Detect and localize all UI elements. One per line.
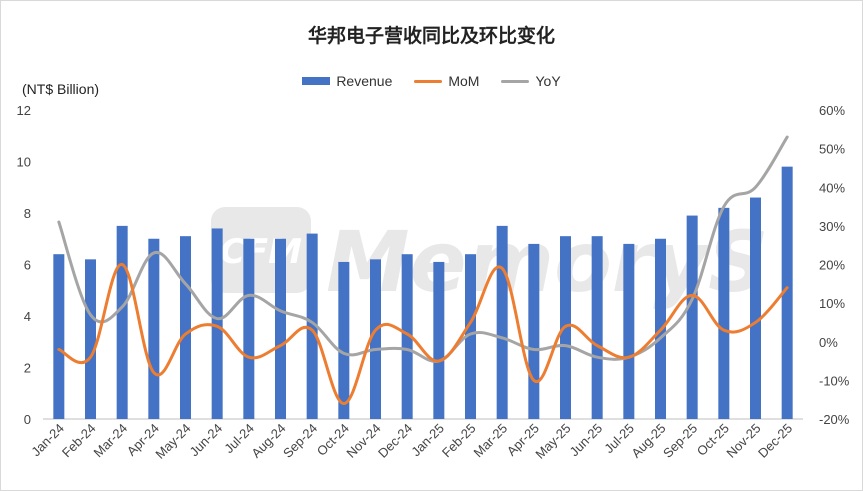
revenue-bar <box>306 233 318 419</box>
revenue-bar <box>465 254 476 419</box>
revenue-bar <box>781 166 793 419</box>
chart-title: 华邦电子营收同比及环比变化 <box>307 25 555 47</box>
x-tick-label: Feb-25 <box>439 421 479 461</box>
x-tick-label: Dec-25 <box>755 421 795 461</box>
legend-label: MoM <box>448 73 480 89</box>
revenue-bar <box>53 254 65 419</box>
revenue-bar <box>623 243 635 419</box>
x-tick-label: Sep-24 <box>280 421 320 461</box>
x-tick-label: Sep-25 <box>660 421 700 461</box>
y-tick-label: 2 <box>24 361 31 376</box>
y-tick-label: 8 <box>24 206 31 221</box>
legend-item-revenue: Revenue <box>302 73 392 89</box>
y2-tick-label: 30% <box>819 219 845 234</box>
legend-label: YoY <box>535 73 561 89</box>
watermark: CFM MemoryS <box>211 207 768 311</box>
y-tick-label: 10 <box>17 155 31 170</box>
x-tick-label: Mar-25 <box>471 421 511 461</box>
revenue-bar <box>338 261 350 419</box>
y2-tick-label: 60% <box>819 103 845 118</box>
x-tick-label: Jun-25 <box>567 421 606 460</box>
legend: Revenue MoM YoY <box>1 73 862 89</box>
x-tick-label: Jan-24 <box>28 421 67 460</box>
y-tick-label: 12 <box>17 103 31 118</box>
x-tick-label: Jun-24 <box>187 421 226 460</box>
revenue-bar <box>718 207 730 419</box>
revenue-bar <box>591 236 603 419</box>
y2-tick-label: -10% <box>819 373 850 388</box>
legend-swatch <box>414 79 443 83</box>
revenue-bar <box>401 254 413 419</box>
legend-swatch <box>302 77 331 85</box>
revenue-bar <box>243 238 255 419</box>
legend-label: Revenue <box>336 73 393 89</box>
yoy-series-line <box>57 135 789 363</box>
revenue-bar <box>750 197 761 419</box>
y2-tick-label: -20% <box>819 412 850 427</box>
mom-series-line <box>57 263 789 406</box>
x-tick-label: May-25 <box>532 421 573 462</box>
y-tick-label: 4 <box>24 309 31 324</box>
x-tick-label: Mar-24 <box>91 421 131 461</box>
y2-tick-label: 10% <box>819 296 845 311</box>
revenue-bar <box>433 261 445 419</box>
x-tick-label: Feb-24 <box>59 421 99 461</box>
revenue-bar <box>370 259 381 419</box>
watermark-text: MemoryS <box>326 213 768 311</box>
watermark-logo-text: CFM <box>220 232 302 272</box>
y2-tick-label: 50% <box>819 142 845 157</box>
revenue-bar <box>116 225 128 419</box>
revenue-bar <box>528 243 540 419</box>
revenue-bar <box>496 225 508 419</box>
x-tick-label: Aug-24 <box>248 421 288 461</box>
revenue-bar <box>180 236 191 419</box>
legend-item-yoy: YoY <box>501 73 561 89</box>
x-tick-label: Nov-24 <box>343 421 383 461</box>
legend-swatch <box>501 79 530 83</box>
revenue-bar <box>85 259 96 419</box>
x-tick-label: Aug-25 <box>628 421 668 461</box>
x-tick-label: Dec-24 <box>375 421 415 461</box>
revenue-bar <box>275 238 286 419</box>
revenue-bar <box>211 228 223 419</box>
revenue-bar <box>686 215 698 419</box>
x-tick-label: Nov-25 <box>723 421 763 461</box>
x-tick-label: Jan-25 <box>408 421 447 460</box>
y2-tick-label: 40% <box>819 180 845 195</box>
y-axis-unit-label: (NT$ Billion) <box>22 81 100 97</box>
legend-item-mom: MoM <box>414 73 479 89</box>
revenue-bar <box>148 238 160 419</box>
y2-tick-label: 0% <box>819 335 838 350</box>
y-tick-label: 0 <box>24 412 31 427</box>
x-tick-label: May-24 <box>152 421 193 462</box>
y-tick-label: 6 <box>24 258 31 273</box>
y2-tick-label: 20% <box>819 258 845 273</box>
